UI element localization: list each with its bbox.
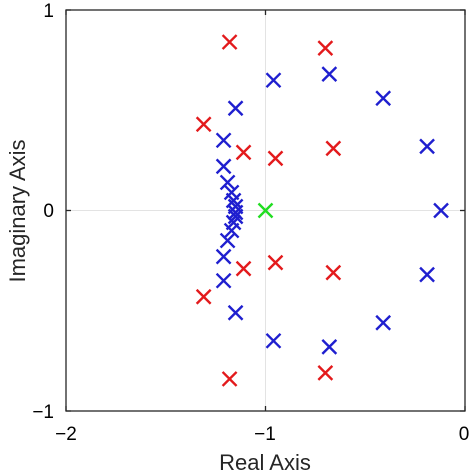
pole-marker-0-5 <box>325 140 342 157</box>
pole-marker-1-13 <box>219 174 236 191</box>
pole-marker-1-7 <box>375 314 392 331</box>
y-tick-label-neg1: −1 <box>32 402 54 423</box>
pole-marker-1-20 <box>223 222 240 239</box>
pole-markers <box>195 34 449 387</box>
axis-ticks <box>65 9 466 412</box>
pole-marker-2-0 <box>257 202 274 219</box>
pole-marker-0-11 <box>325 264 342 281</box>
pole-marker-1-1 <box>321 66 338 83</box>
y-tick-label-1: 1 <box>43 1 54 22</box>
pole-marker-1-9 <box>265 332 282 349</box>
pole-marker-1-8 <box>321 338 338 355</box>
x-tick-label-0: 0 <box>459 424 470 445</box>
x-axis-label: Real Axis <box>219 450 311 474</box>
y-tick-label-0: 0 <box>43 201 54 222</box>
pole-marker-0-1 <box>317 40 334 56</box>
pole-marker-1-0 <box>265 72 282 89</box>
pole-marker-0-8 <box>195 288 212 305</box>
pole-marker-1-4 <box>419 138 435 155</box>
pole-marker-1-3 <box>375 90 392 107</box>
pole-marker-1-12 <box>215 158 232 175</box>
x-tick-label-neg1: −1 <box>254 424 276 445</box>
pole-marker-1-5 <box>433 202 449 219</box>
pole-marker-1-10 <box>227 304 244 321</box>
pole-marker-0-3 <box>235 144 252 161</box>
pole-marker-0-7 <box>317 365 334 381</box>
pole-marker-0-9 <box>235 260 252 277</box>
pole-marker-1-2 <box>227 100 244 117</box>
pole-marker-0-0 <box>221 34 238 50</box>
pole-marker-1-6 <box>419 266 435 283</box>
pole-marker-0-2 <box>195 116 212 133</box>
pole-marker-1-21 <box>219 232 236 249</box>
pole-marker-0-10 <box>267 254 284 271</box>
x-tick-label-neg2: −2 <box>55 424 77 445</box>
pole-marker-1-22 <box>215 248 232 265</box>
pole-marker-1-11 <box>215 132 232 149</box>
pole-marker-0-4 <box>267 150 284 167</box>
y-axis-label: Imaginary Axis <box>5 139 30 282</box>
pole-marker-1-23 <box>215 272 232 289</box>
pole-marker-0-6 <box>221 371 238 387</box>
